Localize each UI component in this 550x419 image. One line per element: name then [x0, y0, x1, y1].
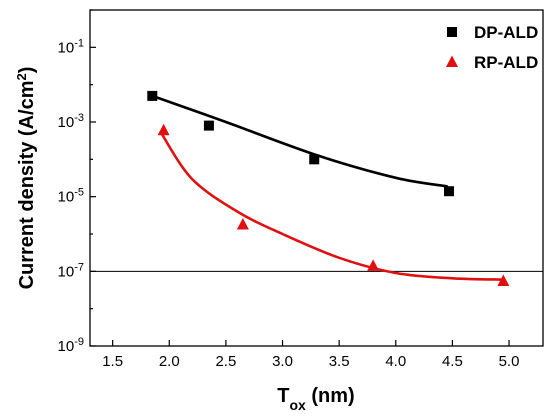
x-tick-label-4: 3.5: [329, 353, 350, 370]
fit-curve-rp-ald: [160, 131, 505, 281]
rp-ald-point-3: [497, 274, 510, 287]
rp-ald-point-0: [157, 123, 170, 136]
x-axis-title: Tox (nm): [277, 385, 354, 413]
legend-label-dp-ald: DP-ALD: [474, 23, 538, 42]
x-tick-label-3: 3.0: [272, 353, 293, 370]
x-axis-title-main: T: [277, 385, 289, 407]
y-tick-label-4: 10-9: [58, 336, 84, 355]
plot-frame: [89, 9, 544, 347]
x-tick-label-2: 2.5: [215, 353, 236, 370]
y-axis-title-close: ): [16, 67, 38, 74]
x-tick-label-5: 4.0: [385, 353, 406, 370]
y-axis-title-main: Current density (A/cm: [16, 80, 38, 289]
rp-ald-point-2: [367, 259, 380, 271]
x-axis-title-sub: ox: [289, 397, 306, 413]
dp-ald-point-0: [147, 90, 158, 101]
legend-marker-dp-ald: [447, 27, 457, 37]
x-tick-label-6: 4.5: [442, 353, 463, 370]
x-axis-title-unit: (nm): [306, 385, 355, 407]
y-tick-label-0: 10-1: [58, 37, 84, 56]
x-tick-label-0: 1.5: [102, 353, 123, 370]
legend-marker-rp-ald: [446, 55, 458, 67]
y-axis-title-sup: 2: [14, 73, 29, 80]
fit-curve-dp-ald: [151, 94, 448, 188]
dp-ald-point-3: [444, 186, 455, 197]
y-axis-title: Current density (A/cm2): [14, 67, 39, 290]
y-tick-label-3: 10-7: [58, 261, 84, 280]
dp-ald-point-2: [309, 154, 320, 165]
y-tick-label-1: 10-3: [58, 112, 84, 131]
x-tick-label-1: 2.0: [159, 353, 180, 370]
x-tick-label-7: 5.0: [499, 353, 520, 370]
y-tick-label-2: 10-5: [58, 187, 84, 206]
legend-label-rp-ald: RP-ALD: [474, 53, 538, 72]
rp-ald-point-1: [236, 217, 249, 230]
dp-ald-point-1: [203, 120, 214, 131]
